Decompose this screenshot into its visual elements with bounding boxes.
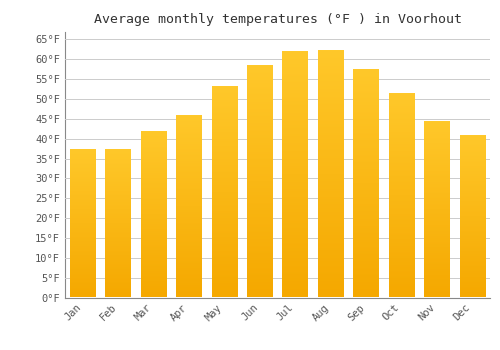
Title: Average monthly temperatures (°F ) in Voorhout: Average monthly temperatures (°F ) in Vo… [94,13,462,26]
